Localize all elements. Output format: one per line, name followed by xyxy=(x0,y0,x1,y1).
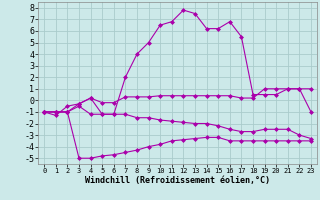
X-axis label: Windchill (Refroidissement éolien,°C): Windchill (Refroidissement éolien,°C) xyxy=(85,176,270,185)
